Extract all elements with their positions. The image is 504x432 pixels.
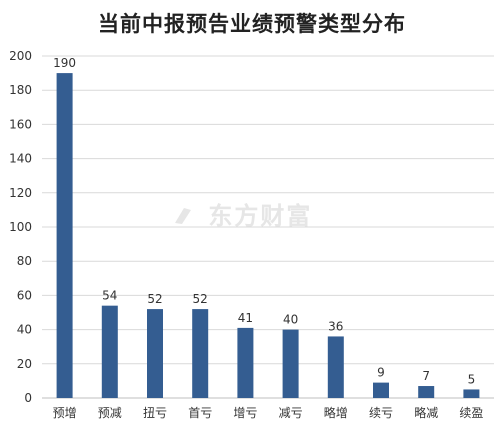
y-tick-label: 120	[9, 186, 32, 200]
y-tick-label: 100	[9, 220, 32, 234]
y-tick-label: 160	[9, 117, 32, 131]
y-tick-label: 200	[9, 49, 32, 63]
y-tick-label: 20	[17, 357, 32, 371]
bar	[147, 309, 163, 398]
data-label: 52	[147, 292, 162, 306]
x-tick-label: 略减	[414, 405, 438, 420]
bar	[101, 305, 118, 398]
watermark: 东方财富	[172, 196, 312, 231]
bar	[56, 73, 73, 398]
y-tick-label: 60	[17, 288, 32, 302]
x-tick-label: 扭亏	[143, 406, 167, 420]
y-tick-label: 0	[24, 391, 32, 405]
brand-logo-icon	[175, 208, 191, 224]
data-label: 52	[193, 292, 208, 306]
x-tick-label: 预减	[98, 406, 122, 420]
data-label: 7	[422, 369, 430, 383]
data-label: 36	[328, 319, 343, 333]
bar	[192, 309, 209, 398]
x-tick-label: 增亏	[233, 406, 257, 420]
bar	[463, 389, 480, 398]
y-tick-label: 180	[9, 83, 32, 97]
x-tick-label: 首亏	[188, 406, 212, 420]
data-label: 5	[468, 372, 476, 386]
x-tick-label: 续亏	[369, 406, 393, 420]
data-label: 54	[102, 289, 117, 303]
bar	[282, 329, 299, 398]
x-tick-label: 减亏	[279, 406, 303, 420]
x-tick-label: 续盈	[459, 406, 483, 420]
data-label: 41	[238, 311, 253, 325]
watermark-text: 东方财富	[208, 202, 313, 230]
data-label: 9	[377, 366, 385, 380]
bar	[373, 382, 389, 398]
bar	[418, 386, 435, 398]
x-tick-label: 预增	[53, 406, 77, 420]
bar	[237, 327, 254, 398]
data-label: 40	[283, 313, 298, 327]
y-tick-label: 40	[17, 323, 32, 337]
data-label: 190	[53, 56, 76, 70]
x-tick-label: 略增	[324, 405, 348, 420]
y-tick-label: 140	[9, 152, 32, 166]
chart-title: 当前中报预告业绩预警类型分布	[98, 12, 406, 36]
bar	[327, 336, 344, 398]
y-tick-label: 80	[17, 254, 32, 268]
